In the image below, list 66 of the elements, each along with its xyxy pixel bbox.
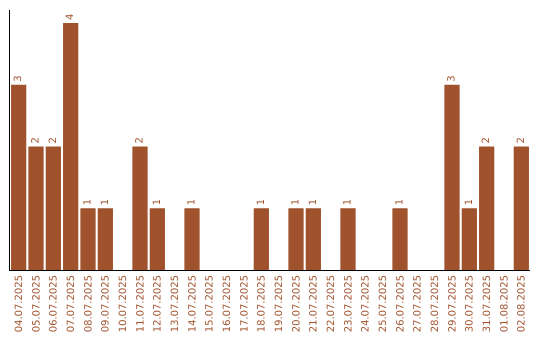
bar [462, 208, 477, 270]
data-label: 1 [100, 198, 111, 206]
bar [340, 208, 356, 270]
x-tick-label: 13.07.2025 [170, 275, 181, 332]
bar [11, 84, 26, 270]
x-tick-label: 26.07.2025 [395, 275, 406, 332]
x-tick-label: 11.07.2025 [135, 275, 146, 332]
x-tick-label: 17.07.2025 [239, 275, 250, 332]
x-tick-label: 20.07.2025 [291, 275, 302, 332]
data-label: 3 [13, 75, 24, 82]
x-tick-label: 05.07.2025 [31, 275, 42, 332]
data-label: 3 [446, 75, 458, 82]
data-label: 2 [481, 137, 492, 144]
x-tick-label: 23.07.2025 [343, 275, 354, 332]
x-tick-label: 18.07.2025 [256, 275, 268, 332]
data-label: 1 [464, 198, 475, 206]
data-label: 1 [342, 198, 354, 206]
data-label: 1 [186, 198, 198, 206]
x-tick-label: 29.07.2025 [447, 275, 458, 332]
data-label: 2 [516, 137, 527, 144]
bar [514, 146, 529, 270]
x-tick-label: 01.08.2025 [499, 275, 510, 332]
x-tick-label: 12.07.2025 [152, 275, 164, 332]
bar [392, 208, 408, 270]
x-tick-label: 27.07.2025 [412, 275, 424, 332]
x-tick-label: 15.07.2025 [204, 275, 216, 332]
x-tick-label: 21.07.2025 [308, 275, 320, 332]
x-tick-label: 08.07.2025 [83, 275, 94, 332]
x-tick-label: 28.07.2025 [430, 275, 441, 332]
bar [63, 23, 78, 270]
x-tick-label: 24.07.2025 [360, 275, 372, 332]
bar [150, 208, 165, 270]
bar [306, 208, 321, 270]
x-tick-label: 02.08.2025 [516, 275, 528, 332]
x-tick-label: 06.07.2025 [48, 275, 60, 332]
bar [184, 208, 200, 270]
bar [28, 146, 44, 270]
x-tick-label: 10.07.2025 [118, 275, 129, 332]
data-label: 2 [134, 137, 146, 144]
x-tick-label: 16.07.2025 [222, 275, 233, 332]
x-tick-label: 19.07.2025 [274, 275, 285, 332]
data-label: 1 [256, 198, 267, 206]
bar [80, 208, 96, 270]
data-label: 1 [394, 198, 406, 206]
data-label: 1 [82, 198, 94, 206]
x-tick-label: 07.07.2025 [66, 275, 77, 332]
x-tick-label: 25.07.2025 [378, 275, 389, 332]
data-label: 1 [308, 198, 319, 206]
x-tick-label: 09.07.2025 [100, 275, 112, 332]
bar [98, 208, 113, 270]
x-tick-label: 04.07.2025 [14, 275, 25, 332]
x-tick-label: 30.07.2025 [464, 275, 476, 332]
data-label: 2 [48, 137, 59, 144]
data-label: 2 [30, 137, 42, 144]
data-label: 1 [152, 198, 163, 206]
x-tick-label: 31.07.2025 [482, 275, 493, 332]
bar [288, 208, 304, 270]
x-tick-label: 22.07.2025 [326, 275, 337, 332]
x-tick-label: 14.07.2025 [187, 275, 198, 332]
bar [132, 146, 148, 270]
bar [479, 146, 494, 270]
bar [444, 84, 460, 270]
bar [46, 146, 61, 270]
data-label: 4 [65, 14, 76, 20]
data-label: 1 [290, 198, 302, 206]
bar [254, 208, 269, 270]
